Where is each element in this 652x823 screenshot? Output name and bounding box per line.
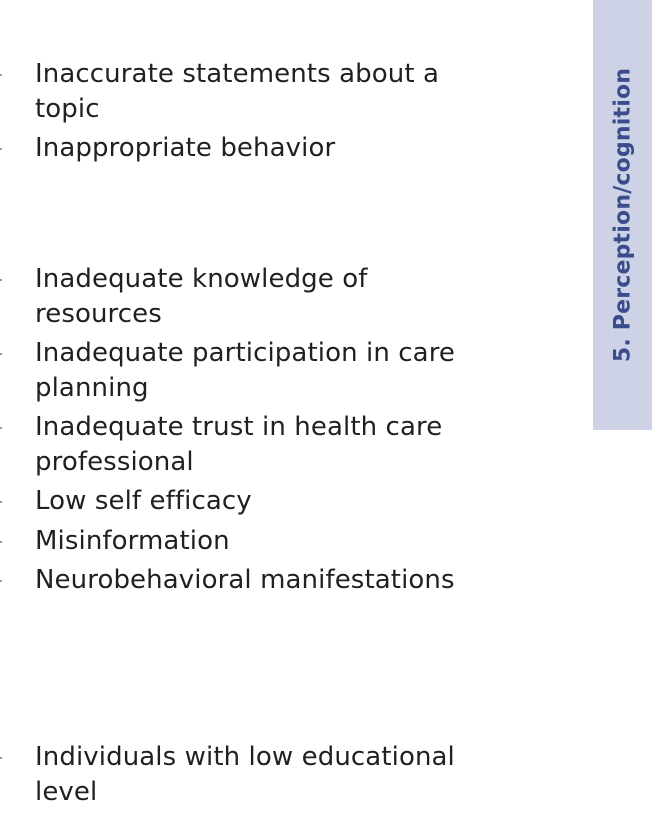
list-item-text: Inadequate participation in care plannin… <box>35 338 456 403</box>
list-item: Misinformation <box>0 524 475 559</box>
list-item: Individuals with low educational level <box>0 740 475 810</box>
bullet-icon <box>0 336 6 371</box>
bullet-icon <box>0 131 6 166</box>
list-item: Neurobehavioral manifestations <box>0 563 475 598</box>
list-item-text: Inappropriate behavior <box>35 133 336 163</box>
section-tab-label: 5. Perception/cognition <box>610 67 635 363</box>
bullet-icon <box>0 524 6 559</box>
list-item-text: Inadequate knowledge of resources <box>35 264 368 329</box>
bullet-icon <box>0 262 6 297</box>
list-item-text: Misinformation <box>35 526 230 556</box>
bullet-icon <box>0 740 6 775</box>
bullet-icon <box>0 484 6 519</box>
bullet-icon <box>0 563 6 598</box>
list-item: Inappropriate behavior <box>0 131 475 166</box>
section-tab: 5. Perception/cognition <box>593 0 652 430</box>
list-item-text: Inadequate trust in health care professi… <box>35 412 443 477</box>
list-item: Inadequate trust in health care professi… <box>0 410 475 480</box>
list-item-text: Low self efficacy <box>35 486 252 516</box>
list-item: Inadequate knowledge of resources <box>0 262 475 332</box>
list-item: Low self efficacy <box>0 484 475 519</box>
list-item-text: Individuals with low educational level <box>35 742 455 807</box>
list-item-text: Inaccurate statements about a topic <box>35 59 440 124</box>
list-item-text: Neurobehavioral manifestations <box>35 565 455 595</box>
bullet-icon <box>0 57 6 92</box>
list-item: Inadequate participation in care plannin… <box>0 336 475 406</box>
bullet-icon <box>0 410 6 445</box>
list-item: Inaccurate statements about a topic <box>0 57 475 127</box>
